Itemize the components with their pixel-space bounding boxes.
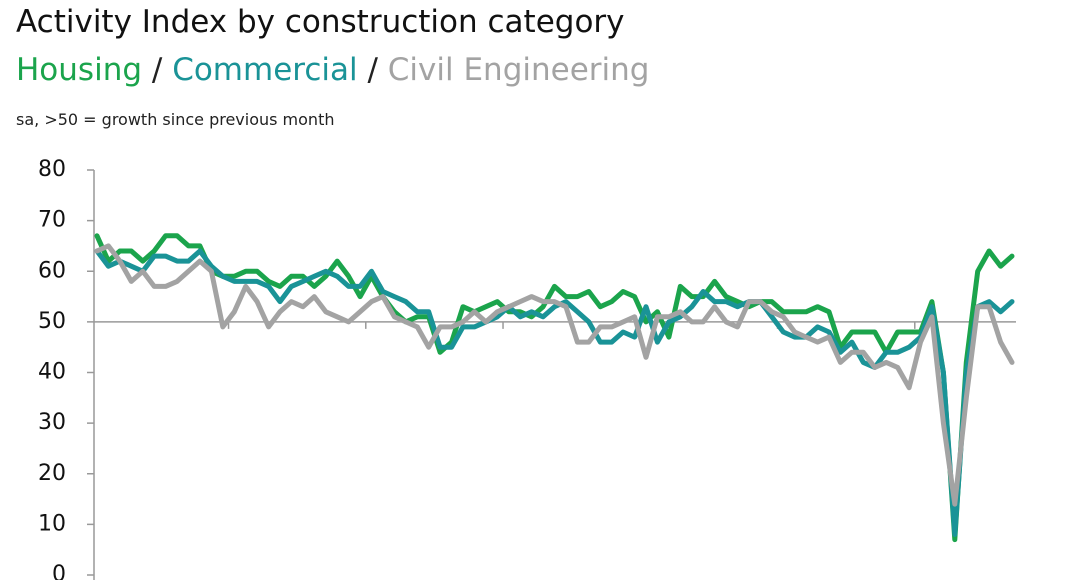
chart-note: sa, >50 = growth since previous month — [16, 110, 335, 129]
legend-entry: Commercial — [172, 52, 358, 88]
separator: / — [151, 52, 163, 88]
series-line — [94, 243, 1015, 507]
chart-title: Activity Index by construction category — [16, 4, 625, 40]
y-tick-label: 30 — [38, 410, 66, 435]
series-line — [94, 248, 1015, 537]
y-tick-label: 40 — [38, 360, 66, 385]
chart-subtitle: Housing / Commercial / Civil Engineering — [16, 52, 649, 88]
y-tick-label: 60 — [38, 258, 66, 283]
y-tick-label: 80 — [38, 157, 66, 182]
separator: / — [367, 52, 378, 88]
y-tick-label: 70 — [38, 208, 66, 233]
legend-entry: Civil Engineering — [387, 52, 650, 88]
legend-entry: Housing — [16, 52, 143, 88]
y-tick-label: 50 — [38, 309, 66, 334]
y-tick-label: 10 — [38, 511, 66, 536]
y-tick-label: 0 — [52, 562, 66, 580]
series-line — [94, 233, 1015, 543]
y-tick-label: 20 — [38, 461, 66, 486]
